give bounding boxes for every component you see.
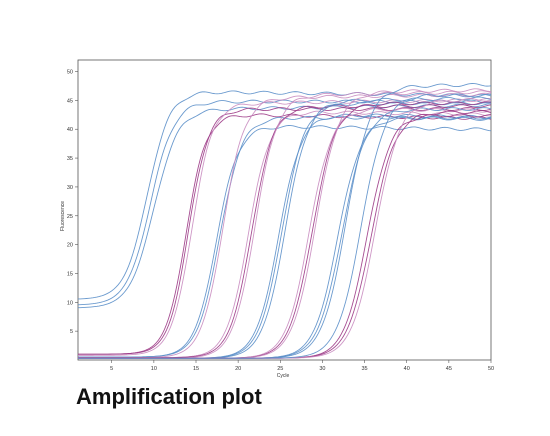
y-tick-label: 10 [67,300,73,306]
series-line [77,103,492,309]
x-tick-label: 35 [362,366,368,372]
series-line [78,125,492,358]
plot-frame [77,59,492,361]
y-tick-label: 35 [67,156,73,162]
series-line [78,101,492,359]
x-tick-label: 25 [277,366,283,372]
series-line [78,88,492,359]
series-line [77,90,492,300]
x-tick-label: 40 [404,366,410,372]
chart-caption: Amplification plot [76,384,262,409]
series-line [78,93,492,359]
x-tick-label: 45 [446,366,452,372]
y-tick-label: 40 [67,127,73,133]
series-line [78,116,492,359]
x-tick-label: 15 [193,366,199,372]
series-line [78,90,492,359]
series-lines [77,83,492,359]
y-tick-label: 45 [67,98,73,104]
y-axis-label: Fluorescence [60,201,66,231]
y-tick-label: 50 [67,70,73,76]
series-line [78,115,492,358]
x-tick-label: 10 [151,366,157,372]
amplification-chart: 5 10 15 20 25 30 35 40 45 50 5 10 15 20 25 30 35 40 45 50 … [60,59,494,379]
series-line [78,83,492,359]
series-line [78,107,492,355]
series-line [78,104,492,359]
y-tick-label: 25 [67,214,73,220]
x-tick-label: 5 [110,366,113,372]
y-axis-ticks: 5 10 15 20 25 30 35 40 45 50 [67,70,78,335]
x-tick-label: 30 [319,366,325,372]
x-axis-label: Cycle [277,373,290,379]
plot-border [77,59,492,361]
y-tick-label: 5 [70,329,73,335]
y-tick-label: 20 [67,243,73,249]
y-tick-label: 15 [67,271,73,277]
series-line [78,98,492,356]
x-axis-ticks: 5 10 15 20 25 30 35 40 45 50 [110,360,494,372]
series-line [78,101,492,359]
chart-svg: 5 10 15 20 25 30 35 40 45 50 5101520253035404550 … [60,59,494,379]
x-tick-label: 50 [488,366,494,372]
x-tick-label: 20 [235,366,241,372]
y-tick-label: 30 [67,185,73,191]
